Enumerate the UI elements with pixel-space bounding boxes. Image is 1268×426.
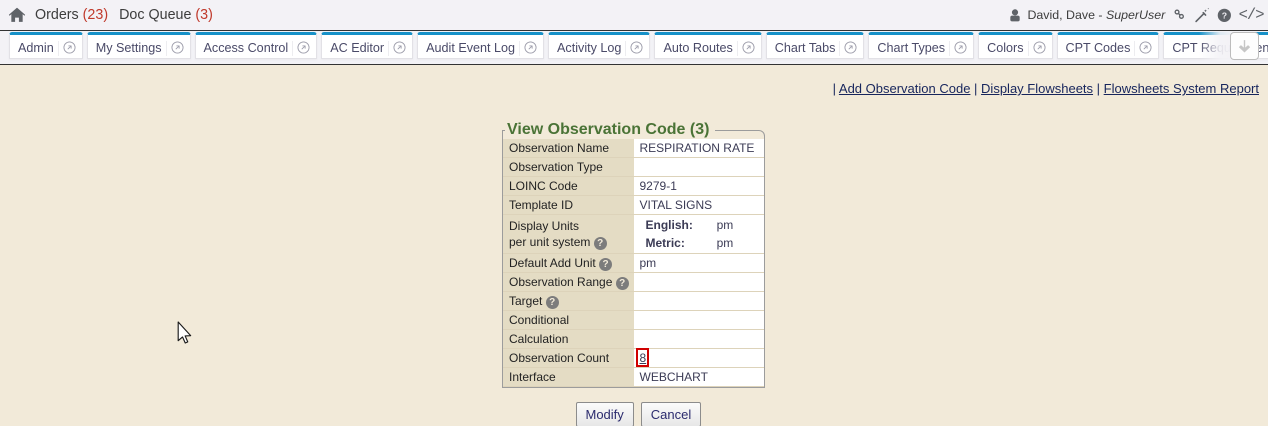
svg-text:?: ? [1222,10,1227,20]
